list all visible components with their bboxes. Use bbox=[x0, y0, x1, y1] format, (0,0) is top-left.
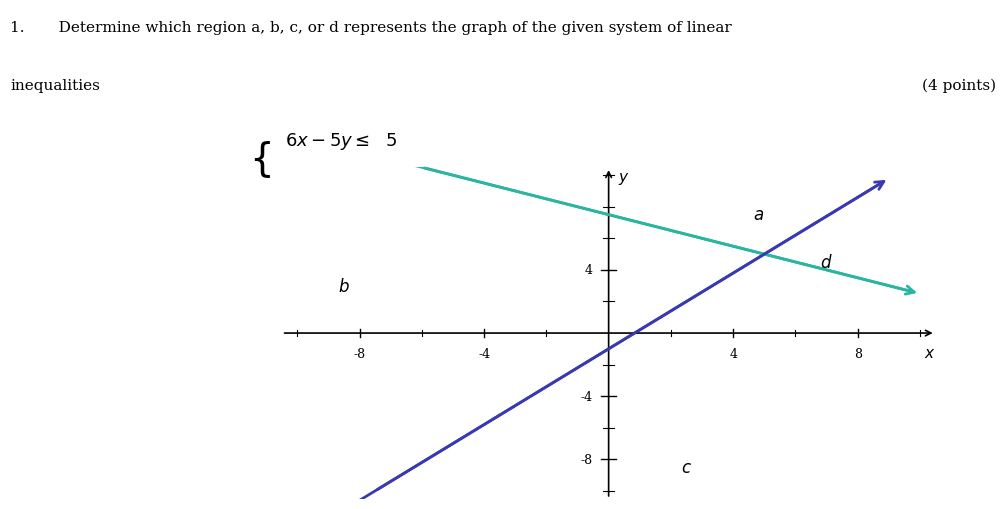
Text: 1.       Determine which region a, b, c, or d represents the graph of the given : 1. Determine which region a, b, c, or d … bbox=[10, 21, 731, 35]
Text: -4: -4 bbox=[478, 348, 490, 360]
Text: $b$: $b$ bbox=[338, 277, 350, 295]
Text: $y$: $y$ bbox=[619, 171, 630, 187]
Text: -8: -8 bbox=[353, 348, 365, 360]
Text: $2x + 4y \geq 30$: $2x + 4y \geq 30$ bbox=[285, 173, 396, 194]
Text: $6x - 5y \leq\ \ 5$: $6x - 5y \leq\ \ 5$ bbox=[285, 131, 396, 152]
Text: inequalities: inequalities bbox=[10, 78, 100, 92]
Text: 4: 4 bbox=[585, 264, 594, 277]
Text: 8: 8 bbox=[854, 348, 862, 360]
Text: (4 points): (4 points) bbox=[921, 78, 996, 93]
Text: -4: -4 bbox=[580, 390, 594, 403]
Text: $d$: $d$ bbox=[820, 253, 833, 271]
Text: $\{$: $\{$ bbox=[249, 138, 272, 180]
Text: $x$: $x$ bbox=[924, 346, 936, 360]
Text: $c$: $c$ bbox=[681, 459, 692, 476]
Text: $a$: $a$ bbox=[752, 207, 764, 224]
Text: -8: -8 bbox=[580, 453, 594, 466]
Text: 4: 4 bbox=[729, 348, 737, 360]
